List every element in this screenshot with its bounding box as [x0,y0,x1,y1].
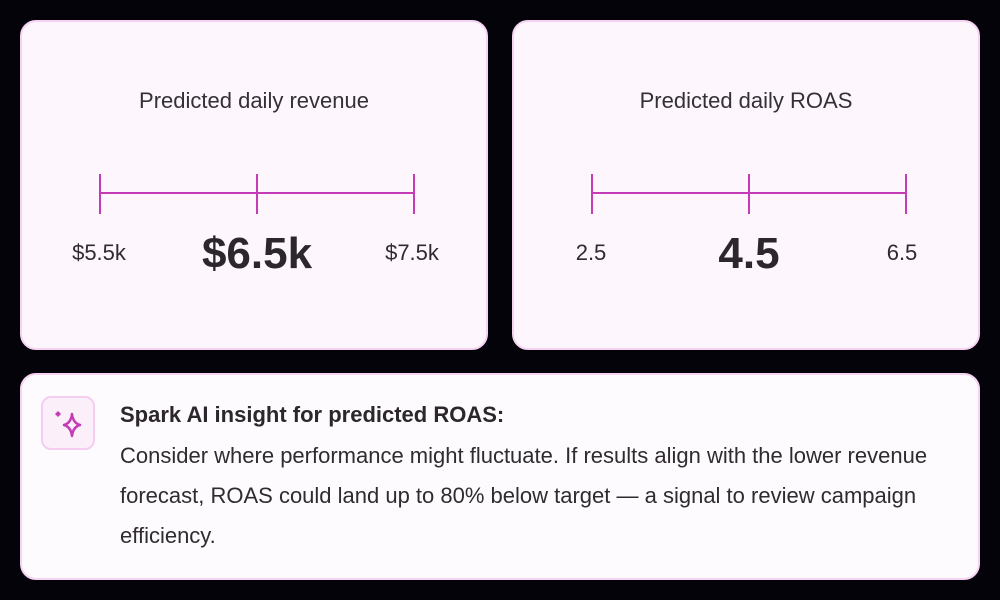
roas-low: 2.5 [575,240,607,265]
revenue-card: Predicted daily revenue $5.5k $6.5k $7.5… [20,20,488,350]
insight-body: Consider where performance might fluctua… [120,443,928,548]
insight-card: Spark AI insight for predicted ROAS: Con… [20,373,980,580]
revenue-low: $5.5k [72,240,126,265]
range-tick-high [413,174,415,214]
roas-predicted: 4.5 [718,229,780,278]
roas-high: 6.5 [886,240,918,265]
range-tick-mid [256,174,258,214]
range-tick-low [99,174,101,214]
insight-title: Spark AI insight for predicted ROAS: [120,402,505,427]
sparkle-icon [41,396,95,450]
range-tick-high [905,174,907,214]
revenue-high: $7.5k [385,240,439,265]
roas-card: Predicted daily ROAS 2.5 4.5 6.5 [512,20,980,350]
range-tick-low [591,174,593,214]
revenue-predicted: $6.5k [201,229,313,278]
roas-title: Predicted daily ROAS [639,88,853,113]
range-tick-mid [748,174,750,214]
roas-range-bar [591,174,907,214]
revenue-range-bar [99,174,415,214]
revenue-title: Predicted daily revenue [139,88,369,113]
